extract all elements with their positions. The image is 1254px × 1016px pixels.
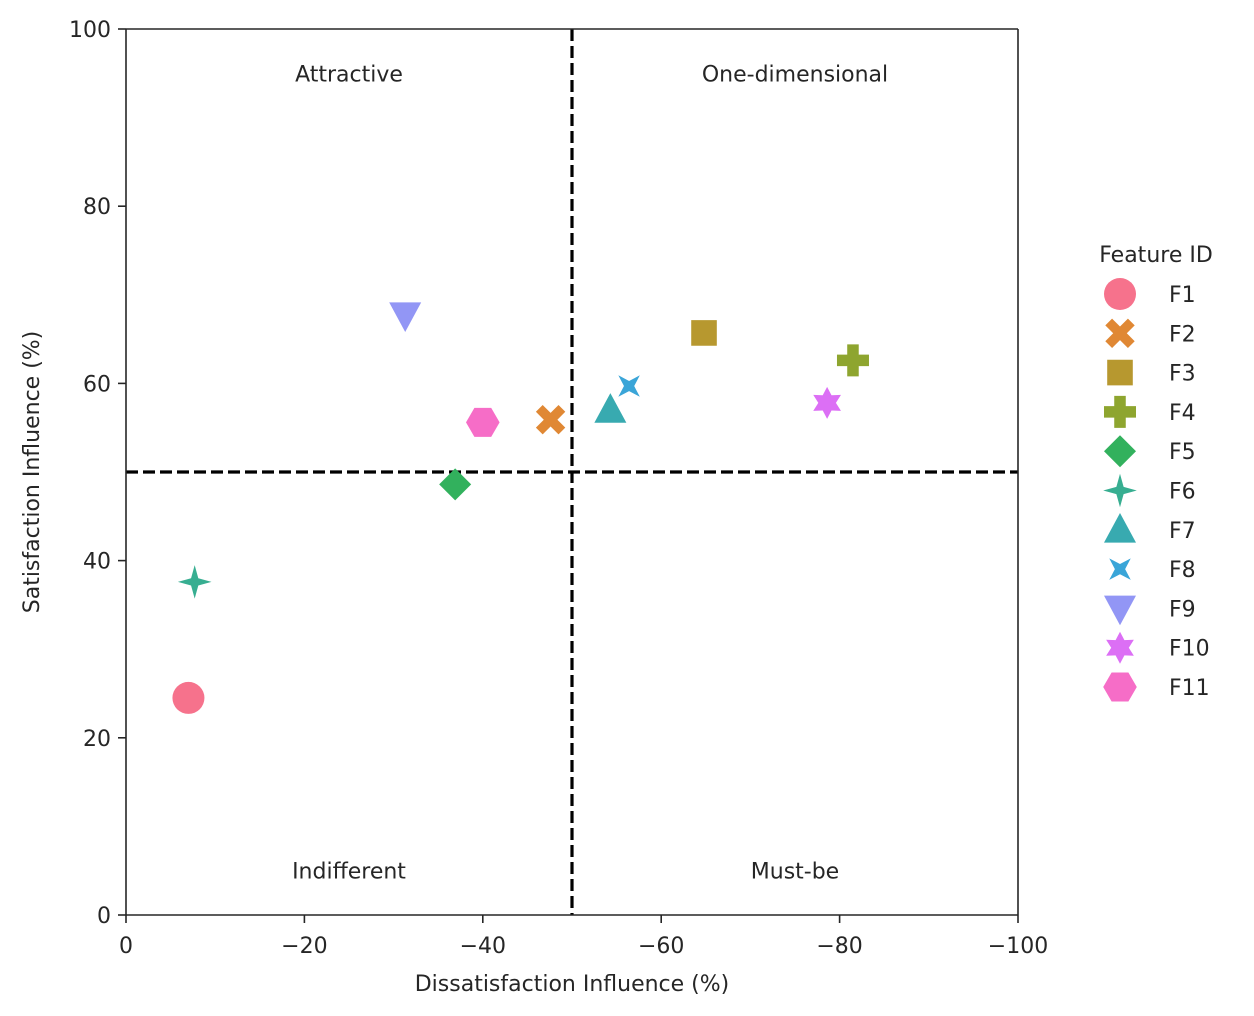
y-tick-label: 20 [83,727,111,752]
axes [125,28,1019,916]
y-tick-label: 80 [83,195,111,220]
y-tick-label: 0 [97,904,111,929]
quadrant-label-one-dimensional: One-dimensional [702,62,888,87]
legend-label: F1 [1169,283,1196,308]
legend-label: F5 [1169,440,1196,465]
data-point-f11 [466,407,500,437]
y-tick-label: 60 [83,372,111,397]
legend-label: F11 [1169,676,1210,701]
data-point-f8 [618,375,640,397]
legend-label: F6 [1169,480,1196,505]
legend-item-f4: F4 [1104,395,1196,428]
legend-item-f2: F2 [1105,318,1196,349]
y-tick-label: 100 [69,18,111,43]
quadrant-label-attractive: Attractive [295,62,403,87]
legend-marker-f10 [1106,631,1134,664]
legend-items: F1 F2 F3 F4 F5 F6 F7 F8 F9 F10 F11 [1103,278,1210,702]
data-point-f6 [177,565,212,599]
y-axis-label: Satisfaction Influence (%) [20,331,45,614]
legend-label: F4 [1169,401,1196,426]
x-tick-label: −20 [281,934,327,959]
legend-marker-f8 [1109,558,1131,580]
x-tick-label: −40 [460,934,506,959]
legend-marker-f9 [1104,595,1136,626]
data-point-f10 [813,386,841,419]
data-point-f9 [389,302,422,332]
data-point-f2 [535,405,566,435]
data-point-f5 [439,468,472,501]
x-tick-label: −60 [638,934,684,959]
legend-label: F3 [1169,362,1196,387]
legend-label: F9 [1169,597,1196,622]
legend-marker-f11 [1103,672,1137,702]
legend-item-f6: F6 [1103,473,1196,508]
legend-label: F10 [1169,637,1210,662]
data-point-f1 [172,681,205,714]
legend-marker-f7 [1104,513,1136,543]
x-tick-label: −100 [988,934,1048,959]
x-tick-label: −80 [816,934,862,959]
quadrant-labels: Attractive One-dimensional Indifferent Must… [292,62,888,884]
legend-item-f10: F10 [1106,631,1210,664]
legend-marker-f3 [1107,359,1133,386]
legend-label: F2 [1169,322,1196,347]
quadrant-label-must-be: Must-be [751,860,839,885]
legend-title: Feature ID [1099,243,1213,268]
x-axis-ticks: 0 −20 −40 −60 −80 −100 [119,915,1048,959]
legend-marker-f5 [1104,435,1136,468]
legend-marker-f1 [1104,278,1136,310]
legend-item-f1: F1 [1104,278,1196,310]
data-point-f3 [691,320,717,346]
legend-item-f8: F8 [1109,558,1196,583]
y-tick-label: 40 [83,550,111,575]
legend-label: F7 [1169,519,1196,544]
legend-item-f3: F3 [1107,359,1196,387]
legend-marker-f4 [1104,395,1136,428]
x-axis-label: Dissatisfaction Influence (%) [415,972,730,997]
data-points [172,302,869,714]
legend-label: F8 [1169,558,1196,583]
data-point-f7 [594,393,627,423]
legend-marker-f2 [1105,318,1135,349]
legend-marker-f6 [1103,473,1137,508]
quadrant-label-indifferent: Indifferent [292,860,406,885]
y-axis-ticks: 0 20 40 60 80 100 [69,18,126,929]
x-tick-label: 0 [119,934,133,959]
reference-lines [126,29,1018,915]
data-point-f4 [836,344,869,377]
legend-item-f5: F5 [1104,435,1196,468]
legend: Feature ID F1 F2 F3 F4 F5 F6 F7 F8 F9 F10 F11 [1099,243,1213,702]
legend-item-f11: F11 [1103,672,1210,702]
legend-item-f7: F7 [1104,513,1196,544]
legend-item-f9: F9 [1104,595,1196,626]
